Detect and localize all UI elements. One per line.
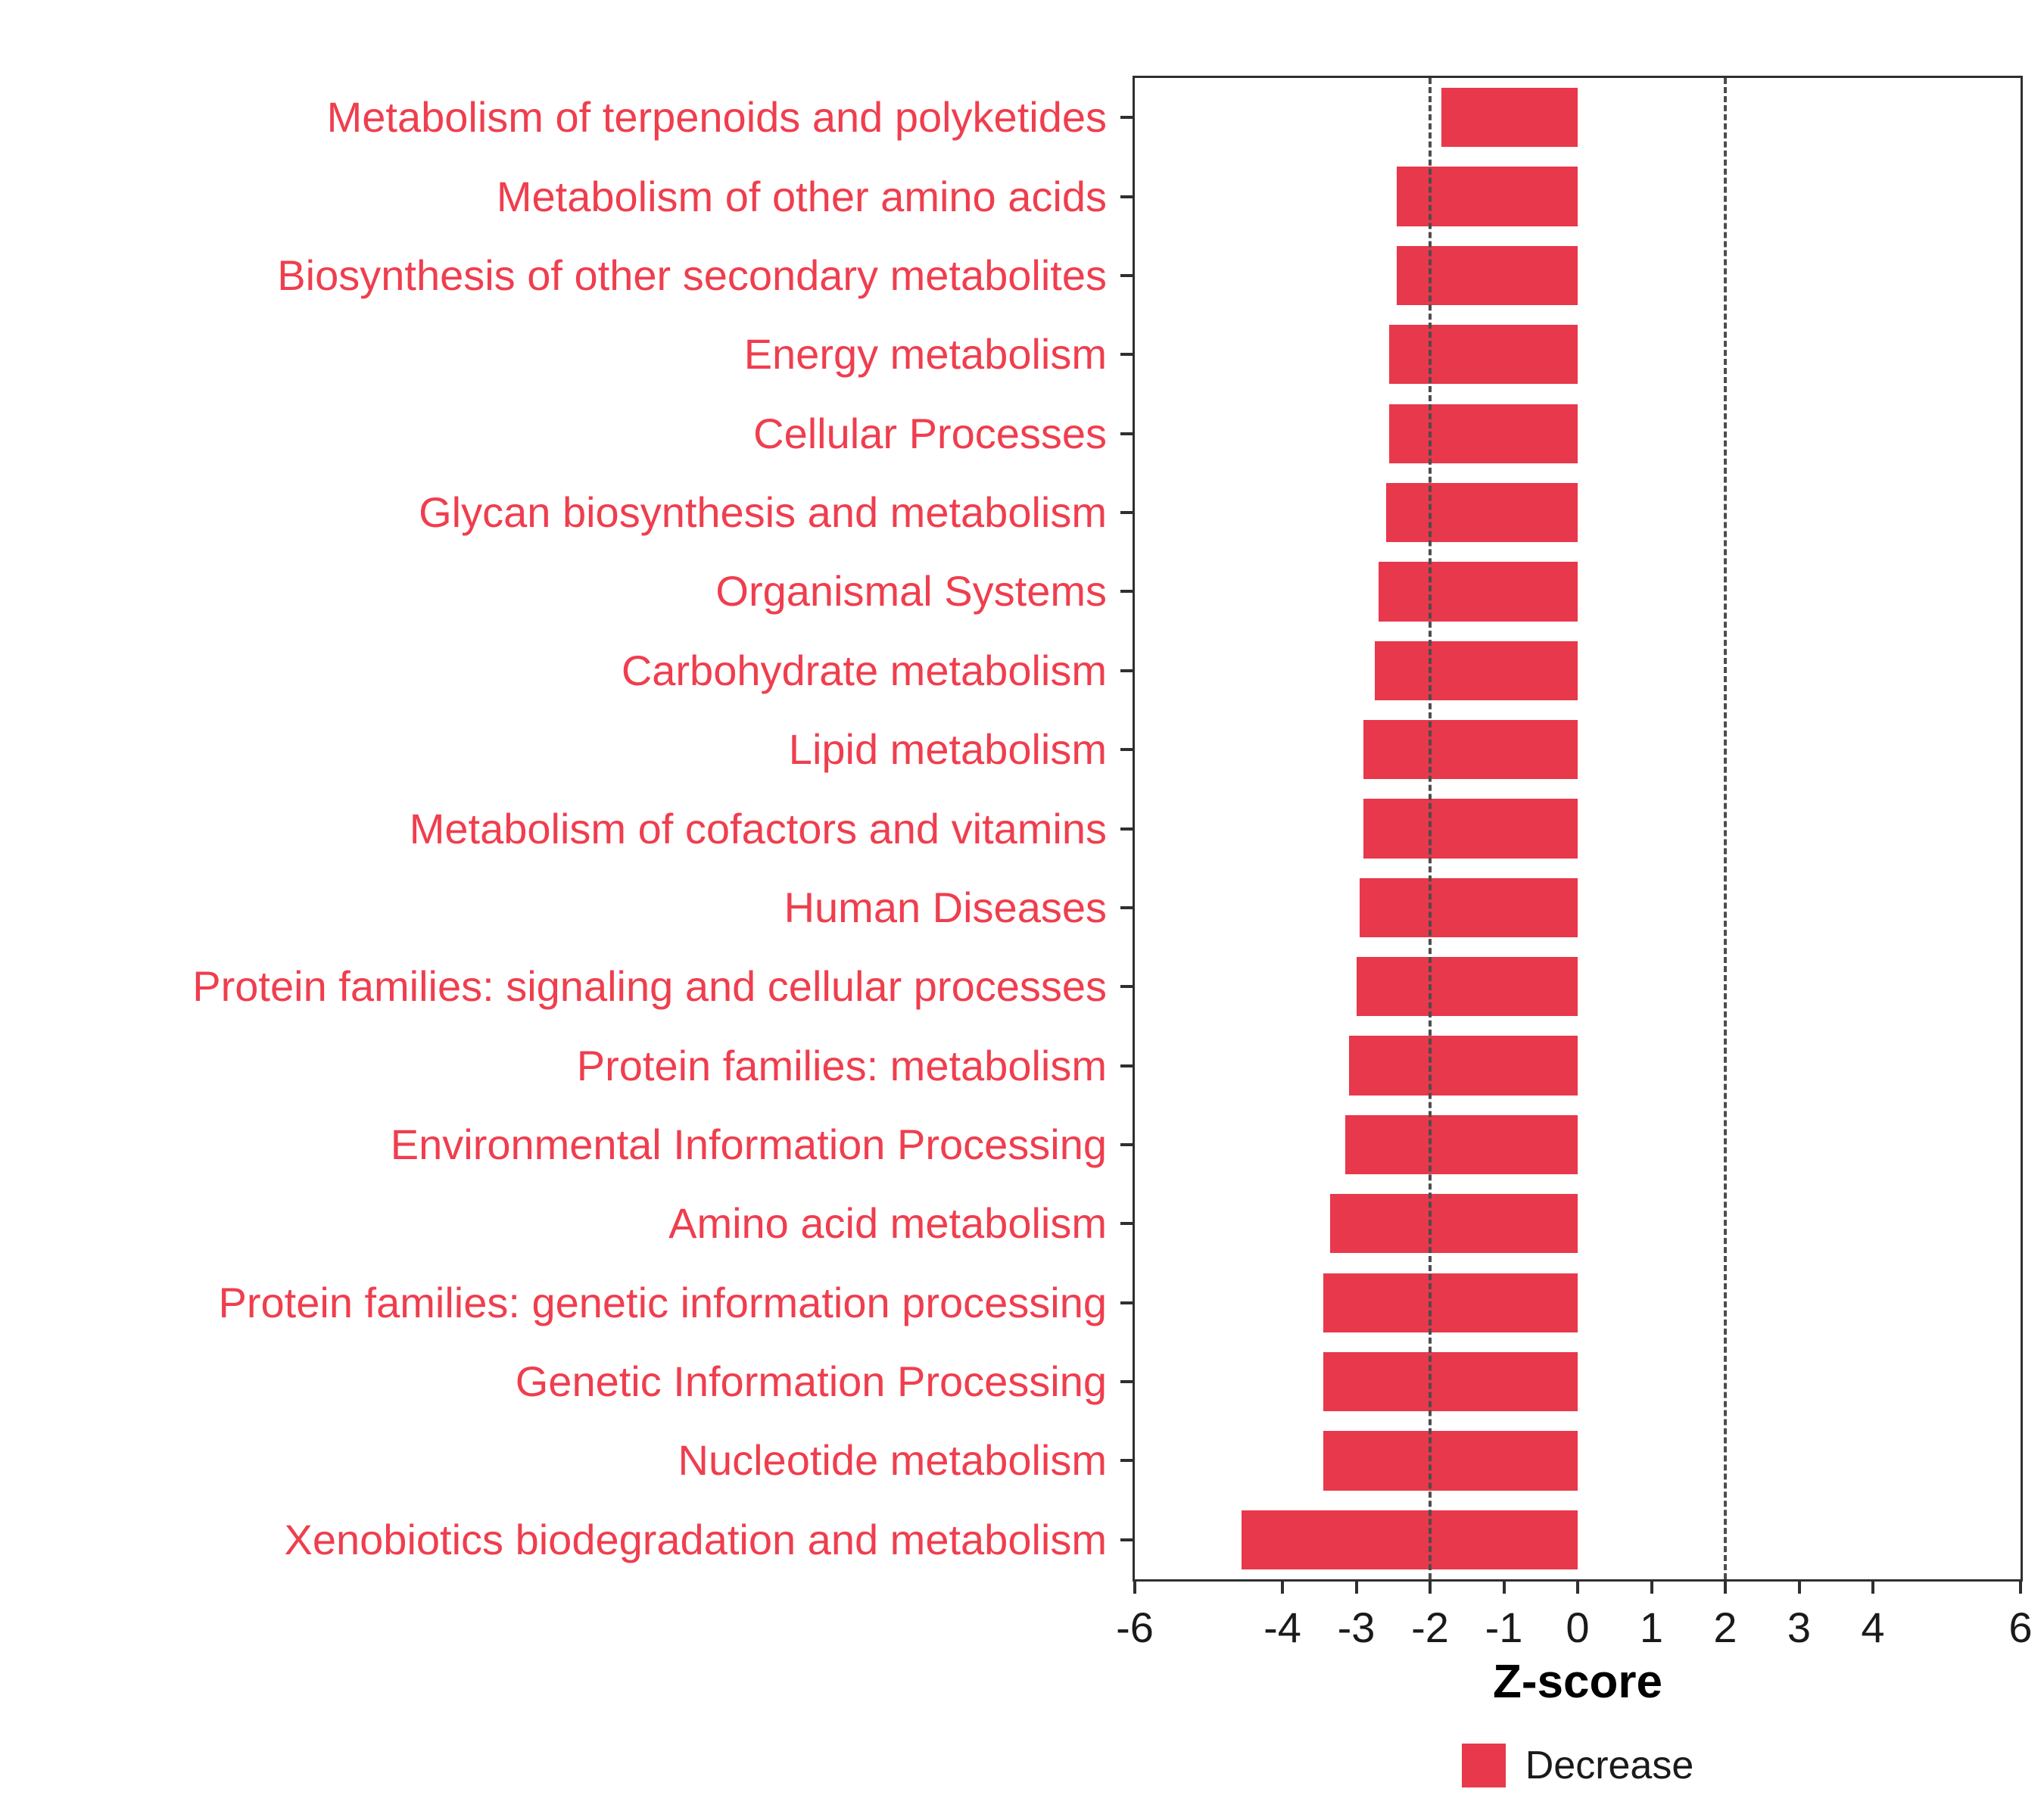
y-tick-mark [1120, 353, 1133, 357]
y-axis-label: Amino acid metabolism [668, 1199, 1107, 1248]
y-axis-label: Xenobiotics biodegradation and metabolis… [284, 1516, 1107, 1564]
y-tick-mark [1120, 116, 1133, 120]
y-tick-mark [1120, 511, 1133, 515]
x-tick-label: -4 [1263, 1604, 1301, 1651]
bar [1344, 1114, 1578, 1175]
x-tick-mark [1502, 1582, 1506, 1594]
bar [1348, 1036, 1578, 1095]
x-tick-label: 2 [1713, 1604, 1737, 1651]
x-tick-label: 4 [1861, 1604, 1885, 1651]
bar [1363, 799, 1578, 859]
y-tick-mark [1120, 432, 1133, 435]
y-axis-label: Metabolism of terpenoids and polyketides [326, 93, 1107, 142]
y-axis-label: Metabolism of cofactors and vitamins [409, 804, 1107, 852]
bar [1378, 562, 1578, 622]
x-tick-label: -6 [1116, 1604, 1154, 1651]
bar [1389, 325, 1578, 385]
legend: Decrease [1135, 1743, 2021, 1788]
plot-area [1133, 76, 2023, 1582]
bar [1363, 719, 1578, 780]
x-tick-mark [1797, 1582, 1801, 1594]
bar [1323, 1431, 1578, 1491]
bar [1356, 957, 1578, 1017]
y-axis-label: Organismal Systems [715, 567, 1107, 616]
y-tick-mark [1120, 827, 1133, 831]
decrease-legend-label: Decrease [1525, 1744, 1694, 1787]
y-tick-mark [1120, 1222, 1133, 1226]
y-axis-label: Glycan biosynthesis and metabolism [419, 488, 1107, 537]
y-tick-mark [1120, 669, 1133, 672]
x-axis: -6 -4 -3 -2 -1 0 1 2 3 4 6 [1116, 1582, 2033, 1680]
bar [1385, 482, 1578, 543]
y-tick-mark [1120, 1142, 1133, 1146]
x-tick-label: 6 [2008, 1604, 2033, 1651]
x-tick-mark [1871, 1582, 1874, 1594]
y-axis-label: Protein families: signaling and cellular… [192, 962, 1107, 1011]
bar [1397, 167, 1578, 226]
bar [1242, 1510, 1578, 1569]
y-axis-label: Energy metabolism [743, 330, 1107, 379]
y-tick-mark [1120, 273, 1133, 277]
x-tick-mark [1354, 1582, 1358, 1594]
bar [1374, 640, 1578, 700]
bar [1360, 877, 1578, 937]
y-axis-label: Genetic Information Processing [515, 1357, 1107, 1406]
x-axis-title: Z-score [1493, 1656, 1662, 1708]
bar [1397, 245, 1578, 306]
y-axis-label: Nucleotide metabolism [678, 1436, 1107, 1485]
bar [1330, 1194, 1578, 1254]
x-tick-label: -3 [1337, 1604, 1376, 1651]
bar [1441, 88, 1578, 148]
y-axis-label: Biosynthesis of other secondary metaboli… [277, 251, 1107, 300]
y-tick-mark [1120, 1459, 1133, 1463]
y-tick-mark [1120, 748, 1133, 752]
y-tick-mark [1120, 590, 1133, 594]
y-axis-label: Environmental Information Processing [390, 1120, 1107, 1169]
bar [1323, 1273, 1578, 1332]
y-axis-label: Protein families: genetic information pr… [218, 1278, 1107, 1326]
x-tick-mark [1724, 1582, 1727, 1594]
x-tick-mark [1650, 1582, 1653, 1594]
y-axis-label: Protein families: metabolism [576, 1041, 1107, 1089]
y-axis-label: Cellular Processes [753, 409, 1107, 457]
y-tick-mark [1120, 905, 1133, 909]
y-tick-mark [1120, 1301, 1133, 1304]
y-tick-mark [1120, 985, 1133, 989]
y-axis-label: Metabolism of other amino acids [496, 172, 1107, 220]
decrease-legend-swatch [1461, 1744, 1506, 1787]
y-tick-mark [1120, 1538, 1133, 1541]
x-tick-mark [2019, 1582, 2022, 1594]
x-tick-mark [1281, 1582, 1284, 1594]
x-tick-mark [1133, 1582, 1136, 1594]
y-axis-label: Lipid metabolism [788, 725, 1107, 774]
reference-line [1724, 78, 1727, 1579]
y-axis: Metabolism of terpenoids and polyketides… [0, 78, 1133, 1579]
x-tick-label: 1 [1639, 1604, 1664, 1651]
y-tick-mark [1120, 1064, 1133, 1067]
bar [1389, 404, 1578, 463]
bar [1323, 1351, 1578, 1412]
x-tick-label: -1 [1485, 1604, 1523, 1651]
x-tick-mark [1429, 1582, 1432, 1594]
x-tick-label: 3 [1787, 1604, 1812, 1651]
x-tick-label: -2 [1411, 1604, 1449, 1651]
reference-line [1429, 78, 1432, 1579]
y-axis-label: Human Diseases [784, 884, 1107, 932]
x-tick-mark [1576, 1582, 1579, 1594]
y-axis-label: Carbohydrate metabolism [621, 646, 1107, 694]
y-tick-mark [1120, 1380, 1133, 1384]
y-tick-mark [1120, 195, 1133, 198]
x-tick-label: 0 [1566, 1604, 1590, 1651]
